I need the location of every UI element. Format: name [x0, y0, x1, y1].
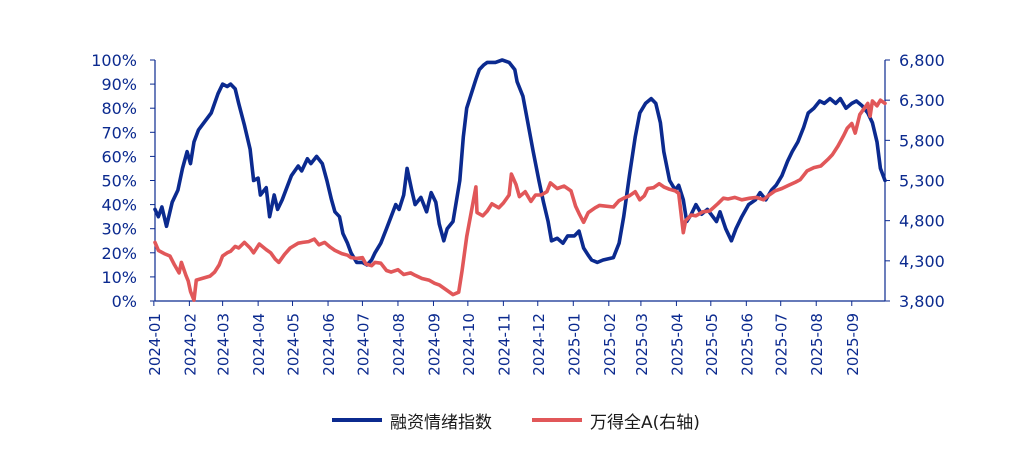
x-tick-label: 2025-02	[601, 313, 619, 376]
x-tick-label: 2025-04	[668, 313, 686, 376]
legend: 融资情绪指数 万得全A(右轴)	[0, 405, 1024, 435]
y-left-tick-label: 50%	[101, 172, 137, 191]
y-left-tick-label: 90%	[101, 75, 137, 94]
x-tick-label: 2025-08	[808, 313, 826, 376]
x-tick-label: 2024-11	[495, 313, 513, 376]
legend-swatch-wind-all-a	[532, 418, 582, 422]
y-right-tick-label: 5,800	[899, 131, 945, 150]
y-left-tick-label: 40%	[101, 196, 137, 215]
legend-label-wind-all-a: 万得全A(右轴)	[590, 412, 700, 433]
x-tick-label: 2024-07	[354, 313, 372, 376]
y-left-tick-label: 60%	[101, 147, 137, 166]
y-left-tick-label: 80%	[101, 99, 137, 118]
x-tick-label: 2025-05	[703, 313, 721, 376]
y-left-tick-label: 30%	[101, 220, 137, 239]
y-right-tick-label: 4,800	[899, 212, 945, 231]
y-right-tick-label: 5,300	[899, 172, 945, 191]
y-left-tick-label: 0%	[112, 292, 137, 311]
y-right-tick-label: 6,800	[899, 51, 945, 70]
x-tick-label: 2025-03	[633, 313, 651, 376]
legend-swatch-financing-sentiment	[332, 418, 382, 422]
x-tick-label: 2024-10	[460, 313, 478, 376]
legend-label-financing-sentiment: 融资情绪指数	[390, 412, 492, 433]
x-tick-label: 2024-01	[146, 313, 164, 376]
x-tick-label: 2025-01	[565, 313, 583, 376]
x-tick-label: 2025-06	[738, 313, 756, 376]
legend-item-financing-sentiment: 融资情绪指数	[332, 405, 492, 435]
y-left-tick-label: 20%	[101, 244, 137, 263]
x-tick-label: 2024-06	[320, 313, 338, 376]
x-tick-label: 2024-04	[250, 313, 268, 376]
x-tick-label: 2025-09	[844, 313, 862, 376]
x-tick-label: 2024-03	[215, 313, 233, 376]
x-tick-label: 2025-07	[773, 313, 791, 376]
y-left-tick-label: 10%	[101, 268, 137, 287]
x-tick-label: 2024-08	[390, 313, 408, 376]
series-line-financing-sentiment	[153, 58, 887, 267]
legend-item-wind-all-a: 万得全A(右轴)	[532, 405, 700, 435]
y-left-tick-label: 100%	[91, 51, 137, 70]
y-right-tick-label: 3,800	[899, 292, 945, 311]
x-tick-label: 2024-12	[530, 313, 548, 376]
x-tick-label: 2024-09	[425, 313, 443, 376]
y-left-tick-label: 70%	[101, 123, 137, 142]
y-right-tick-label: 6,300	[899, 91, 945, 110]
series-line-wind-all-a	[153, 98, 887, 303]
y-right-tick-label: 4,300	[899, 252, 945, 271]
x-tick-label: 2024-02	[181, 313, 199, 376]
x-tick-label: 2024-05	[285, 313, 303, 376]
